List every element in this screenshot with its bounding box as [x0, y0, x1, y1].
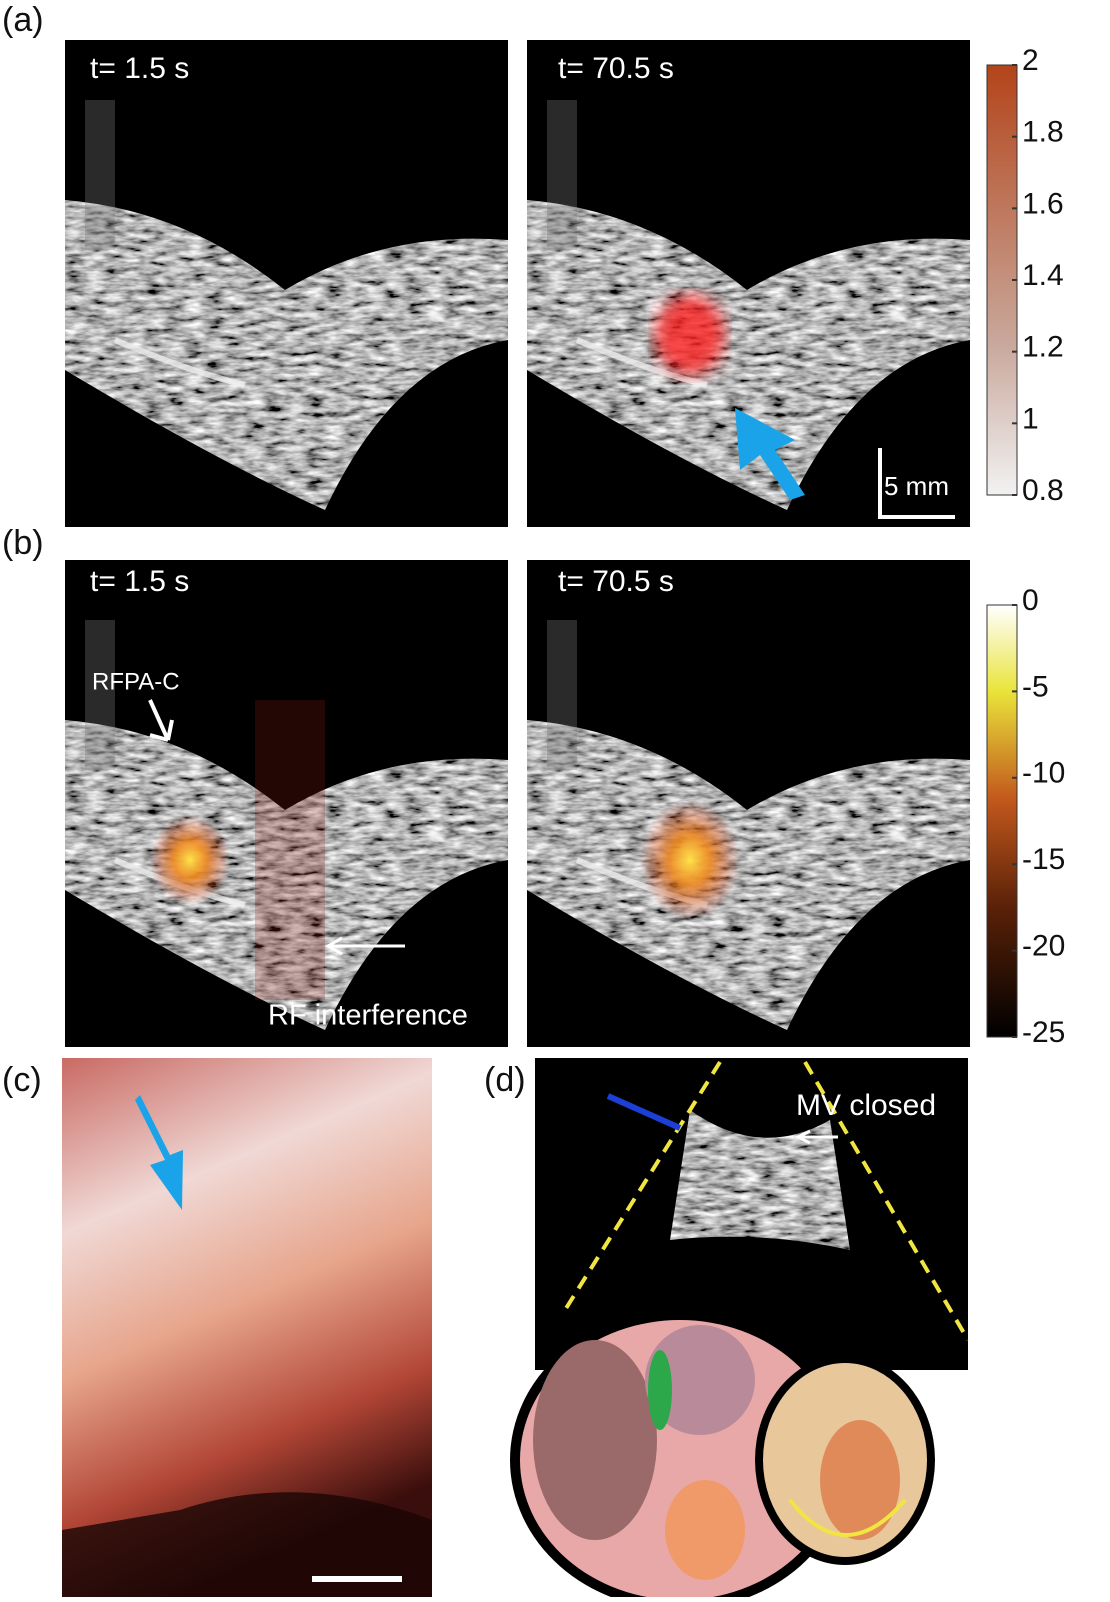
tick-label: -10	[1022, 757, 1065, 790]
annotation: MV closed	[796, 1089, 936, 1122]
arrow	[606, 1093, 682, 1131]
tick-label: 2	[1022, 44, 1039, 77]
tick-label: -15	[1022, 843, 1065, 876]
heart-chamber	[645, 1325, 755, 1435]
annotation: RFPA-C	[92, 668, 180, 695]
scale-label: 5 mm	[884, 471, 949, 501]
tick-label: -25	[1022, 1016, 1065, 1049]
panel-label: (c)	[2, 1061, 42, 1099]
interference	[255, 700, 325, 1000]
overlay	[655, 295, 725, 375]
ultrasound-image	[65, 40, 508, 527]
arrow	[324, 936, 405, 956]
tick-label: 0.8	[1022, 474, 1064, 507]
arrow	[148, 699, 174, 742]
heart-chamber	[665, 1480, 745, 1580]
highlight	[648, 1350, 672, 1430]
time-label: t= 70.5 s	[558, 52, 674, 85]
tick-label: 1.8	[1022, 116, 1064, 149]
overlay	[150, 815, 230, 905]
colorbar	[986, 604, 1018, 1038]
scale-bar	[312, 1576, 402, 1582]
time-label: t= 1.5 s	[90, 565, 189, 598]
arrow	[135, 1095, 183, 1210]
panel-label: (b)	[2, 524, 44, 562]
ultrasound-tissue	[670, 1110, 850, 1250]
tick-label: 1	[1022, 402, 1039, 435]
tick-label: 1.6	[1022, 187, 1064, 220]
outline	[788, 1498, 907, 1537]
scale-bar	[878, 448, 955, 519]
arrow	[735, 408, 805, 500]
tick-label: -5	[1022, 670, 1049, 703]
annotation: RF interference	[268, 1000, 468, 1032]
ultrasound-image	[527, 560, 970, 1047]
arrow	[794, 1129, 838, 1145]
overlay	[640, 800, 740, 920]
tick-label: -20	[1022, 930, 1065, 963]
panel-label: (a)	[2, 1, 44, 39]
heart-chamber	[533, 1340, 657, 1540]
time-label: t= 70.5 s	[558, 565, 674, 598]
tick-label: 0	[1022, 584, 1039, 617]
time-label: t= 1.5 s	[90, 52, 189, 85]
dashed-line	[563, 1060, 970, 1342]
heart-chamber	[820, 1420, 900, 1540]
panel-label: (d)	[484, 1061, 526, 1099]
photo-shadow	[62, 1492, 432, 1597]
tick-label: 1.2	[1022, 331, 1064, 364]
tick-label: 1.4	[1022, 259, 1064, 292]
